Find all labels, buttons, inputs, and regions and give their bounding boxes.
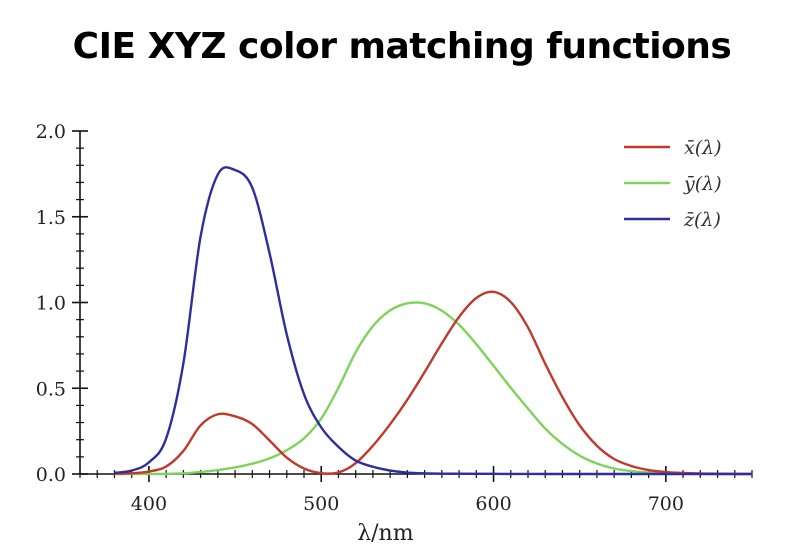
x-axis-label: λ/nm [357,521,414,546]
y-tick-label: 2.0 [36,121,66,143]
series-line-1 [114,301,753,476]
x-tick-label: 500 [303,493,339,515]
legend-label-2: z̄(λ) [683,209,721,231]
legend-label-1: ȳ(λ) [683,173,722,195]
y-tick-label: 0.0 [36,464,66,486]
chart-title: CIE XYZ color matching functions [72,26,732,67]
x-tick-label: 700 [648,493,684,515]
y-tick-label: 1.0 [36,293,66,315]
legend: x̄(λ) ȳ(λ) z̄(λ) [624,137,722,231]
series-line-2 [114,166,752,476]
axes: 400 500 600 700 0.0 0.5 1.0 1.5 2.0 λ/nm [36,121,753,546]
series-lines [114,166,753,476]
y-tick-label: 0.5 [36,378,66,400]
x-tick-label: 600 [475,493,511,515]
legend-label-0: x̄(λ) [684,137,722,159]
series-line-0 [114,290,753,476]
x-tick-label: 400 [131,493,167,515]
y-tick-label: 1.5 [36,207,66,229]
